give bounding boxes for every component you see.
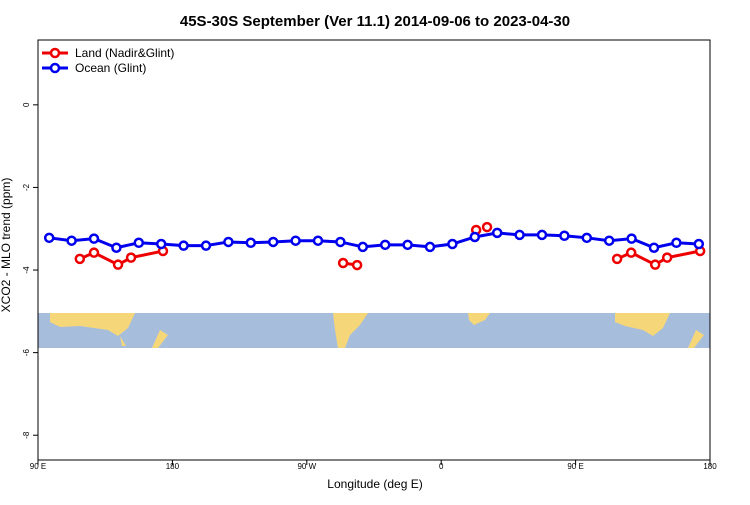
point (290, 235, 301, 246)
point (43, 232, 55, 244)
point (312, 235, 324, 246)
point (603, 235, 615, 246)
point (245, 237, 257, 249)
point (223, 236, 234, 248)
y-tick-label: -6 (22, 349, 31, 357)
chart-title: 45S-30S September (Ver 11.1) 2014-09-06 … (180, 13, 570, 30)
y-axis-label: XCO2 - MLO trend (ppm) (0, 178, 13, 313)
point (111, 242, 122, 253)
legend-marker (49, 62, 61, 74)
legend-label: Land (Nadir&Glint) (75, 46, 174, 60)
point (125, 252, 137, 263)
point (112, 259, 124, 270)
point (559, 230, 570, 242)
point (351, 259, 363, 271)
legend-marker (49, 47, 61, 59)
legend-label: Ocean (Glint) (75, 61, 146, 75)
y-tick-label: -8 (22, 431, 31, 439)
series-line (49, 231, 699, 250)
point (178, 240, 189, 251)
x-tick-label: 0 (439, 462, 444, 471)
x-tick-label: 90 W (297, 462, 316, 471)
point (536, 229, 548, 241)
point (481, 221, 493, 233)
point (267, 236, 279, 248)
y-tick-label: -4 (22, 266, 31, 274)
point (357, 241, 369, 253)
point (133, 237, 145, 249)
y-tick-label: -2 (22, 183, 31, 191)
point (88, 247, 100, 258)
point (337, 257, 349, 269)
point (379, 239, 391, 251)
x-tick-label: 90 E (30, 462, 46, 471)
point (649, 259, 661, 270)
point (88, 233, 100, 244)
x-tick-label: 90 E (567, 462, 583, 471)
point (581, 232, 593, 244)
point (74, 253, 86, 265)
point (469, 231, 481, 243)
point (66, 235, 77, 246)
point (200, 240, 212, 251)
point (611, 253, 623, 265)
point (671, 237, 682, 249)
point (648, 242, 660, 253)
point (424, 241, 436, 253)
plot-frame (37, 39, 711, 461)
point (491, 227, 503, 239)
point (155, 238, 167, 250)
x-tick-label: 180 (703, 462, 717, 471)
x-tick-label: 180 (166, 462, 180, 471)
point (661, 252, 673, 263)
point (335, 236, 346, 248)
x-axis-label: Longitude (deg E) (327, 477, 422, 491)
point (402, 239, 413, 251)
y-tick-label: 0 (22, 102, 31, 107)
map-strip (38, 313, 710, 348)
point (626, 233, 637, 244)
point (514, 229, 525, 241)
point (625, 247, 637, 258)
point (693, 238, 705, 250)
point (447, 238, 458, 250)
